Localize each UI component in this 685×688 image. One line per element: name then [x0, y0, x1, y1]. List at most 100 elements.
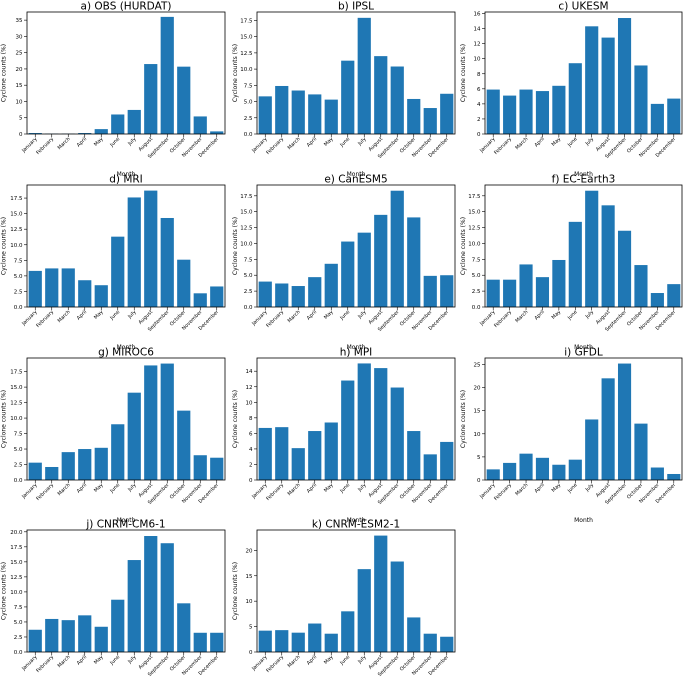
panel-title: f) EC-Earth3: [552, 174, 616, 186]
x-tick-label-april: April: [306, 482, 318, 494]
bar-january: [28, 133, 42, 134]
bar-july: [585, 190, 599, 307]
x-tick-label-march: March: [287, 309, 302, 324]
bar-september: [160, 363, 174, 480]
bar-march: [519, 453, 533, 480]
panel-7: 0.02.55.07.510.012.515.017.5JanuaryFebru…: [1, 347, 226, 524]
bar-february: [275, 630, 289, 652]
bar-april: [535, 457, 550, 480]
y-tick-label: 5.0: [14, 274, 23, 280]
x-tick-label-february: February: [265, 482, 285, 502]
y-axis-label: Cyclone counts (%): [232, 562, 239, 620]
bar-may: [324, 99, 338, 134]
y-tick-label: 15: [16, 83, 23, 89]
bar-september: [160, 217, 174, 307]
bar-july: [127, 392, 141, 480]
bar-april: [535, 277, 550, 307]
x-tick-label-june: June: [109, 309, 122, 322]
bar-january: [486, 279, 500, 307]
y-tick-label: 20: [474, 386, 481, 392]
y-tick-label: 6: [477, 87, 481, 93]
bar-march: [519, 264, 533, 307]
x-tick-label-february: February: [35, 309, 55, 329]
y-tick-label: 12.5: [10, 401, 23, 407]
y-tick-label: 5: [19, 116, 23, 122]
x-tick-label-march: March: [514, 309, 529, 324]
y-tick-label: 17.5: [10, 196, 23, 202]
y-tick-label: 0: [477, 478, 481, 484]
x-axis-label: Month: [117, 344, 136, 351]
x-axis-label: Month: [347, 517, 366, 524]
bar-july: [357, 17, 371, 135]
bar-december: [667, 473, 681, 480]
y-axis-label: Cyclone counts (%): [1, 44, 8, 102]
bar-march: [519, 89, 533, 134]
x-tick-label-july: July: [126, 309, 137, 320]
bar-february: [275, 283, 289, 307]
x-axis-label: Month: [117, 171, 136, 178]
x-axis-label: Month: [117, 517, 136, 524]
y-tick-label: 5.0: [472, 273, 481, 279]
y-tick-label: 0: [477, 132, 481, 138]
y-axis-label: Cyclone counts (%): [1, 390, 8, 448]
bar-february: [45, 268, 59, 307]
x-tick-label-july: July: [126, 482, 137, 493]
y-tick-label: 0: [249, 650, 253, 656]
plot-frame: [26, 357, 226, 481]
x-tick-label-may: May: [323, 654, 335, 666]
bar-april: [308, 94, 322, 134]
x-tick-label-june: June: [566, 309, 579, 322]
y-tick-label: 10.0: [468, 241, 481, 247]
x-axis-label: Month: [347, 344, 366, 351]
x-tick-label-july: July: [356, 654, 367, 665]
bar-july: [357, 569, 371, 652]
bar-may: [94, 447, 108, 480]
y-tick-label: 15.0: [240, 210, 253, 216]
bar-november: [423, 633, 437, 652]
bar-november: [423, 454, 437, 480]
x-tick-label-february: February: [493, 136, 513, 156]
y-tick-label: 0.0: [14, 650, 23, 656]
y-tick-label: 6: [249, 431, 253, 437]
y-tick-label: 15: [246, 574, 253, 580]
x-tick-label-february: February: [35, 482, 55, 502]
y-tick-label: 2.5: [14, 289, 23, 295]
x-tick-label-may: May: [551, 482, 563, 494]
y-tick-label: 2.5: [14, 635, 23, 641]
x-tick-label-april: April: [534, 309, 546, 321]
bar-january: [28, 270, 42, 307]
y-tick-label: 17.5: [10, 545, 23, 551]
bar-september: [390, 561, 404, 652]
x-tick-label-june: June: [109, 654, 122, 667]
x-axis-label: Month: [574, 344, 593, 351]
bar-august: [144, 64, 158, 134]
panel-title: b) IPSL: [338, 1, 374, 13]
bar-february: [503, 95, 517, 134]
y-tick-label: 14: [246, 369, 253, 375]
x-tick-label-july: July: [584, 482, 595, 493]
y-tick-label: 20: [246, 548, 253, 554]
plot-frame: [26, 529, 226, 653]
bar-january: [28, 462, 42, 480]
y-tick-label: 10: [474, 57, 481, 63]
y-tick-label: 5.0: [14, 620, 23, 626]
x-tick-label-may: May: [93, 136, 105, 148]
x-tick-label-april: April: [76, 654, 88, 666]
y-tick-label: 5: [249, 625, 253, 631]
bar-november: [423, 108, 437, 134]
bar-december: [210, 632, 224, 652]
x-tick-label-february: February: [265, 309, 285, 329]
bar-november: [193, 116, 207, 134]
bar-november: [193, 293, 207, 307]
x-tick-label-february: February: [493, 482, 513, 502]
x-tick-label-june: June: [339, 654, 352, 667]
bar-april: [308, 277, 322, 307]
x-tick-label-may: May: [551, 136, 563, 148]
bar-december: [440, 93, 454, 134]
y-tick-label: 12.5: [10, 575, 23, 581]
panel-title: a) OBS (HURDAT): [81, 1, 172, 13]
x-tick-label-march: March: [287, 482, 302, 497]
bar-june: [568, 63, 582, 134]
x-tick-label-june: June: [109, 482, 122, 495]
